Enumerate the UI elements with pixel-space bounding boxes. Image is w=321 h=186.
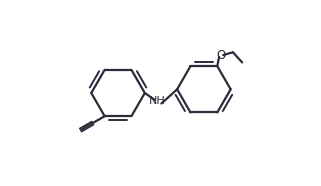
Text: NH: NH <box>148 96 165 106</box>
Text: O: O <box>216 49 226 62</box>
